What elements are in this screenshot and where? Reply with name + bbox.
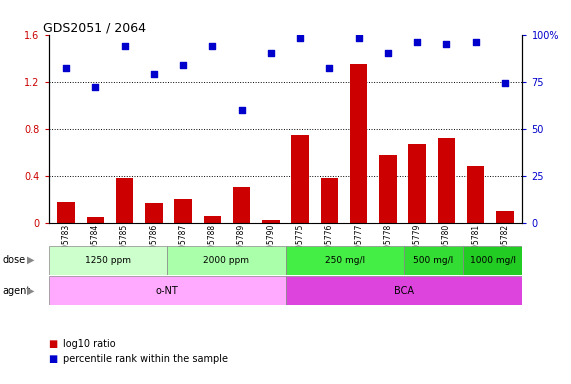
Text: o-NT: o-NT xyxy=(156,286,178,296)
Text: ▶: ▶ xyxy=(27,255,35,265)
Text: 250 mg/l: 250 mg/l xyxy=(325,256,365,265)
Point xyxy=(500,80,509,86)
Text: log10 ratio: log10 ratio xyxy=(63,339,115,349)
Bar xyxy=(379,154,397,223)
Point xyxy=(354,35,363,41)
Bar xyxy=(87,217,104,223)
Bar xyxy=(262,220,280,223)
Bar xyxy=(286,276,522,305)
Point xyxy=(149,71,158,77)
Text: percentile rank within the sample: percentile rank within the sample xyxy=(63,354,228,364)
Bar xyxy=(49,246,167,275)
Text: ▶: ▶ xyxy=(27,286,35,296)
Text: 2000 ppm: 2000 ppm xyxy=(203,256,250,265)
Text: 1000 mg/l: 1000 mg/l xyxy=(470,256,516,265)
Bar xyxy=(463,246,522,275)
Point xyxy=(266,50,275,56)
Text: GDS2051 / 2064: GDS2051 / 2064 xyxy=(43,21,146,34)
Text: ■: ■ xyxy=(49,339,58,349)
Bar xyxy=(350,64,367,223)
Bar xyxy=(233,187,251,223)
Bar xyxy=(496,211,514,223)
Point xyxy=(179,61,188,68)
Bar xyxy=(145,203,163,223)
Bar xyxy=(437,138,455,223)
Bar xyxy=(286,246,404,275)
Bar xyxy=(57,202,75,223)
Bar xyxy=(404,246,463,275)
Point xyxy=(62,65,71,71)
Bar xyxy=(167,246,286,275)
Point xyxy=(208,43,217,49)
Bar xyxy=(49,276,286,305)
Point xyxy=(471,39,480,45)
Text: 500 mg/l: 500 mg/l xyxy=(413,256,454,265)
Point xyxy=(325,65,334,71)
Point xyxy=(442,41,451,47)
Bar xyxy=(204,216,221,223)
Point xyxy=(237,107,246,113)
Bar xyxy=(291,134,309,223)
Text: agent: agent xyxy=(3,286,31,296)
Text: dose: dose xyxy=(3,255,26,265)
Point xyxy=(383,50,392,56)
Bar xyxy=(467,166,484,223)
Point xyxy=(91,84,100,90)
Bar xyxy=(116,178,134,223)
Text: ■: ■ xyxy=(49,354,58,364)
Bar xyxy=(408,144,426,223)
Point xyxy=(413,39,422,45)
Point xyxy=(296,35,305,41)
Text: BCA: BCA xyxy=(394,286,414,296)
Text: 1250 ppm: 1250 ppm xyxy=(85,256,131,265)
Bar xyxy=(320,178,338,223)
Bar xyxy=(174,199,192,223)
Point xyxy=(120,43,129,49)
